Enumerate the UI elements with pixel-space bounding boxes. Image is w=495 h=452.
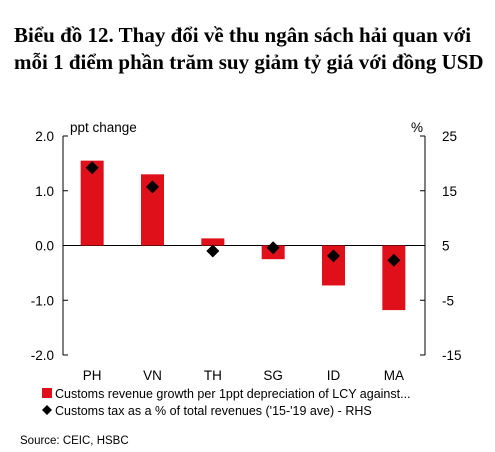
legend-swatch-bars xyxy=(42,388,52,398)
marker-sg xyxy=(266,241,280,255)
x-tick-label-ma: MA xyxy=(384,368,404,383)
right-axis-tick-label: 25 xyxy=(442,129,457,144)
marker-ph xyxy=(85,161,99,175)
right-axis-tick-label: -15 xyxy=(442,348,462,363)
bar-ma xyxy=(382,245,406,311)
x-tick-label-th: TH xyxy=(204,368,222,383)
right-axis-tick-label: 15 xyxy=(442,184,457,199)
bar-vn xyxy=(141,174,164,246)
left-axis-tick-label: -2.0 xyxy=(31,348,54,363)
marker-th xyxy=(206,244,220,258)
bar-ph xyxy=(80,160,104,246)
legend-label-markers: Customs tax as a % of total revenues ('1… xyxy=(55,404,372,418)
right-axis-label: % xyxy=(411,120,423,135)
marker-id xyxy=(327,249,340,263)
left-axis-label: ppt change xyxy=(70,120,137,135)
legend-label-bars: Customs revenue growth per 1ppt deprecia… xyxy=(55,387,411,401)
source-note: Source: CEIC, HSBC xyxy=(20,435,129,447)
marker-series xyxy=(85,161,401,267)
marker-ma xyxy=(387,253,401,267)
left-axis-tick-label: 2.0 xyxy=(35,129,54,144)
chart-title: Biểu đồ 12. Thay đổi về thu ngân sách hả… xyxy=(14,23,484,74)
x-tick-label-ph: PH xyxy=(83,368,102,383)
x-tick-label-id: ID xyxy=(327,368,341,383)
left-axis-tick-label: 0.0 xyxy=(35,239,54,254)
marker-vn xyxy=(146,180,159,194)
chart-axes: 2.0 1.0 0.0 -1.0 -2.0 25 15 5 -5 -15 ppt change% xyxy=(31,120,462,363)
bar-series xyxy=(80,160,406,311)
right-axis-tick-label: -5 xyxy=(442,293,454,308)
bar-th xyxy=(201,238,225,246)
left-axis-tick-label: -1.0 xyxy=(31,293,54,308)
legend-swatch-markers xyxy=(42,405,52,415)
x-tick-label-vn: VN xyxy=(143,368,162,383)
x-axis-tick-labels: PH VN TH SG ID MA xyxy=(83,368,404,383)
left-axis-tick-label: 1.0 xyxy=(35,184,54,199)
x-tick-label-sg: SG xyxy=(263,368,283,383)
right-axis-tick-label: 5 xyxy=(442,239,450,254)
legend: Customs revenue growth per 1ppt deprecia… xyxy=(42,387,411,418)
